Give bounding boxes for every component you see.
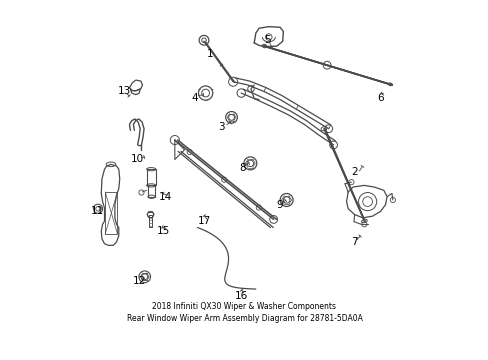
Text: 15: 15: [157, 226, 170, 236]
Bar: [105, 192, 117, 234]
Text: 9: 9: [276, 200, 283, 210]
Text: 5: 5: [264, 35, 270, 45]
Text: 1: 1: [207, 49, 213, 59]
Bar: [146, 169, 155, 185]
Bar: [148, 185, 155, 197]
Text: 2018 Infiniti QX30 Wiper & Washer Components
Rear Window Wiper Arm Assembly Diag: 2018 Infiniti QX30 Wiper & Washer Compon…: [126, 302, 362, 323]
Text: 8: 8: [239, 163, 245, 172]
Text: 14: 14: [158, 192, 171, 202]
Text: 16: 16: [234, 291, 247, 301]
Text: 13: 13: [118, 86, 131, 96]
Text: 10: 10: [131, 154, 144, 165]
Text: 17: 17: [197, 216, 210, 226]
Text: 7: 7: [351, 237, 357, 247]
Text: 6: 6: [377, 93, 383, 103]
Text: 11: 11: [90, 206, 103, 216]
Text: 3: 3: [218, 122, 224, 132]
Text: 4: 4: [191, 93, 197, 103]
Text: 2: 2: [351, 167, 357, 177]
Bar: [149, 215, 152, 227]
Text: 12: 12: [132, 276, 145, 286]
